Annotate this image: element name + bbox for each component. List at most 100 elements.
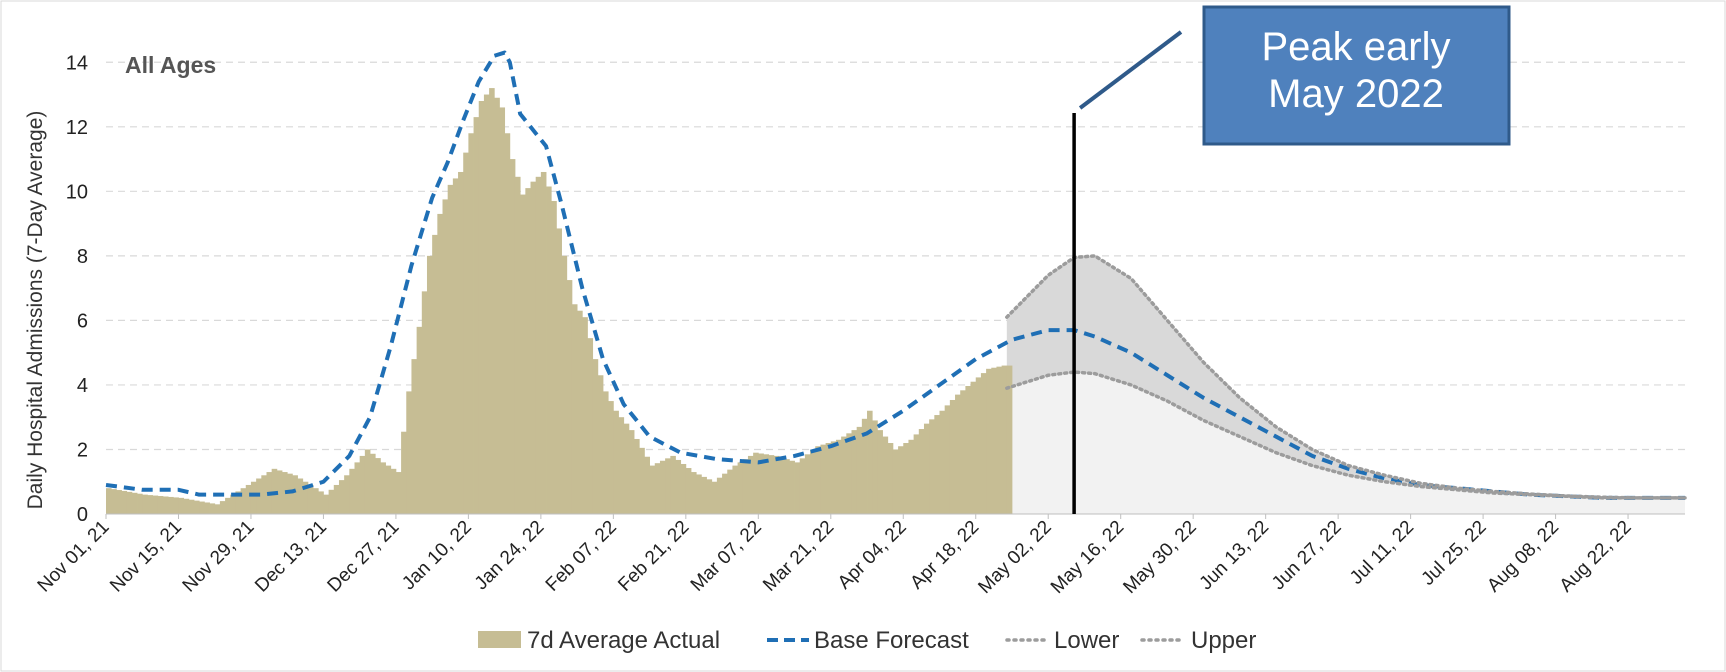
- actual-bar: [106, 488, 112, 514]
- actual-bar: [980, 373, 987, 514]
- actual-bar: [768, 455, 775, 514]
- actual-bar: [338, 480, 345, 514]
- actual-bar: [815, 446, 821, 514]
- actual-bar: [323, 494, 330, 514]
- actual-bar: [587, 338, 594, 514]
- actual-bar: [390, 468, 397, 514]
- actual-bar: [592, 359, 599, 514]
- actual-bar: [582, 317, 588, 514]
- actual-bar: [639, 447, 645, 514]
- actual-bar: [887, 443, 894, 514]
- actual-bar: [561, 255, 568, 514]
- actual-bar: [199, 501, 205, 514]
- actual-bar: [473, 117, 480, 515]
- actual-bar: [297, 478, 304, 514]
- actual-bar: [364, 449, 371, 514]
- actual-bar: [577, 310, 583, 514]
- actual-bar: [732, 465, 738, 514]
- actual-bar: [970, 381, 977, 514]
- actual-bar: [219, 501, 226, 514]
- actual-bar: [747, 455, 754, 514]
- actual-bar: [411, 359, 418, 514]
- actual-bar: [918, 429, 925, 514]
- actual-bar: [370, 453, 376, 514]
- actual-bar: [742, 459, 749, 514]
- actual-bar: [892, 449, 899, 514]
- actual-bar: [949, 399, 956, 514]
- actual-bar: [307, 484, 314, 514]
- upper-bound-line: [1005, 254, 1687, 500]
- actual-bar: [960, 390, 966, 514]
- actual-bar: [691, 472, 697, 514]
- actual-bar: [628, 430, 635, 514]
- callout-text-line: Peak early: [1262, 25, 1451, 69]
- actual-bar: [649, 465, 656, 514]
- legend-swatch-actual: [478, 631, 521, 648]
- actual-bar: [478, 100, 485, 514]
- actual-bar: [530, 181, 537, 515]
- actual-bar: [830, 441, 837, 514]
- actual-bar: [841, 436, 847, 514]
- actual-bar: [608, 401, 614, 514]
- actual-bar: [173, 497, 179, 514]
- actual-bar: [758, 453, 764, 514]
- forecast-band-lower: [1006, 372, 1685, 514]
- actual-bar: [395, 472, 402, 514]
- actual-bar: [540, 171, 547, 514]
- actual-bar: [354, 462, 361, 514]
- actual-bar: [385, 465, 392, 514]
- legend-label: Upper: [1191, 627, 1256, 654]
- actual-bar: [178, 497, 185, 514]
- y-tick-label: 12: [66, 117, 88, 139]
- callout-connector: [1078, 30, 1183, 110]
- actual-bar: [292, 475, 298, 514]
- actual-bar: [986, 368, 992, 514]
- forecast-lines: [105, 50, 1687, 500]
- y-tick-label: 0: [77, 504, 88, 526]
- actual-bar: [137, 493, 143, 514]
- actual-bar: [162, 496, 169, 514]
- actual-bar: [245, 484, 252, 514]
- actual-bar: [898, 446, 904, 514]
- actual-bar: [1001, 365, 1008, 514]
- actual-bar: [276, 470, 283, 514]
- actual-bar: [442, 199, 449, 514]
- actual-bar: [240, 488, 247, 514]
- actual-bar: [535, 176, 542, 514]
- actual-bar: [804, 454, 811, 514]
- actual-bar: [877, 430, 883, 514]
- actual-bar: [991, 367, 997, 514]
- actual-bar: [623, 423, 630, 514]
- actual-bar: [602, 391, 609, 514]
- actual-bar: [799, 458, 806, 514]
- actual-bar: [468, 133, 474, 514]
- actual-bar: [701, 476, 707, 514]
- legend: 7d Average Actual Base Forecast Lower Upper: [478, 627, 1256, 654]
- actual-bar: [784, 459, 790, 514]
- actual-bar: [913, 434, 920, 514]
- actual-bar: [194, 500, 200, 514]
- actual-bar: [349, 468, 355, 514]
- actual-bar: [447, 184, 454, 514]
- actual-bar: [779, 457, 785, 514]
- actual-bar: [401, 431, 407, 514]
- actual-bar: [230, 494, 236, 514]
- actual-bar: [437, 213, 443, 515]
- actual-bar: [923, 423, 930, 514]
- actual-bar: [225, 497, 231, 514]
- actual-bar: [861, 418, 868, 514]
- actual-bar: [157, 496, 164, 514]
- actual-bar: [183, 498, 190, 514]
- actual-bar: [525, 188, 531, 514]
- y-axis-ticks: 0 2 4 6 8 10 12 14: [66, 52, 88, 526]
- y-tick-label: 10: [66, 181, 88, 203]
- actual-bar: [571, 304, 578, 514]
- y-axis-title: Daily Hospital Admissions (7-Day Average…: [24, 111, 47, 510]
- actual-bar: [121, 490, 128, 514]
- base-forecast-line: [105, 50, 1685, 500]
- actual-bar: [318, 491, 324, 514]
- actual-bar: [939, 410, 946, 514]
- actual-bar: [463, 152, 469, 514]
- actual-bar: [282, 472, 288, 514]
- actual-bar: [763, 454, 770, 514]
